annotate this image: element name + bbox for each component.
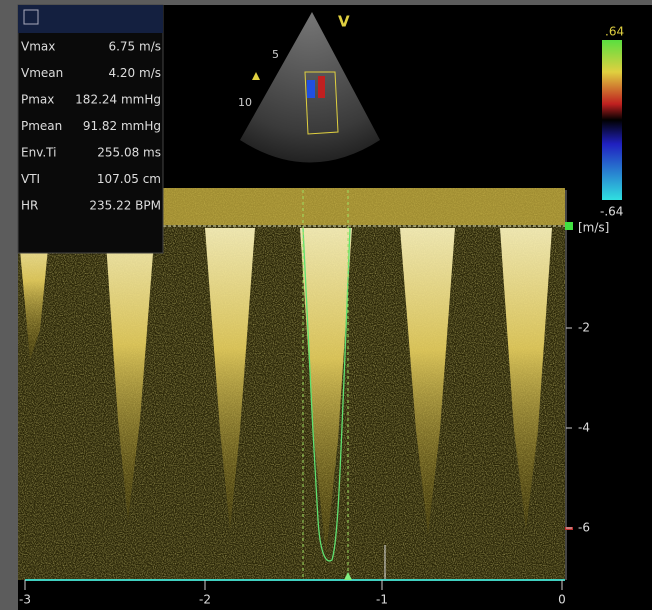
color-scale-min: -.64 — [600, 205, 623, 219]
measurement-value: 235.22 BPM — [89, 199, 161, 213]
measurement-value: 6.75 m/s — [108, 40, 161, 54]
velocity-tick-label: -6 — [578, 521, 590, 535]
time-tick-label: 0 — [558, 593, 566, 607]
velocity-tick-label: -2 — [578, 321, 590, 335]
measurement-label: Env.Ti — [21, 146, 56, 160]
page: V 5 10 .64 -.64 [m/s] Vmax 6.75 m/s Vmean 4… — [0, 0, 652, 610]
measurement-label: Vmax — [21, 40, 55, 54]
color-flow — [318, 76, 325, 98]
measurement-label: Vmean — [21, 66, 63, 80]
ultrasound-screen: V 5 10 .64 -.64 [m/s] Vmax 6.75 m/s Vmean 4… — [0, 0, 652, 610]
measurement-value: 91.82 mmHg — [83, 119, 161, 133]
top-border — [0, 0, 652, 5]
baseline-marker — [565, 222, 573, 230]
measurement-value: 255.08 ms — [97, 146, 161, 160]
panel-header — [18, 5, 163, 33]
measurement-label: Pmean — [21, 119, 62, 133]
color-bar — [602, 40, 622, 200]
measurement-label: Pmax — [21, 93, 54, 107]
depth-mark: 5 — [272, 48, 279, 61]
time-tick-label: -3 — [19, 593, 31, 607]
measurement-value: 182.24 mmHg — [75, 93, 161, 107]
velocity-tick-label: -4 — [578, 421, 590, 435]
measurement-label: VTI — [21, 172, 40, 186]
sector-mode: V — [338, 13, 350, 31]
measurement-value: 107.05 cm — [97, 172, 161, 186]
time-tick-label: -1 — [376, 593, 388, 607]
left-border — [0, 0, 18, 610]
measurement-value: 4.20 m/s — [108, 66, 161, 80]
color-scale-max: .64 — [605, 25, 624, 39]
color-flow — [307, 80, 315, 98]
depth-mark: 10 — [238, 96, 252, 109]
measurement-label: HR — [21, 199, 38, 213]
time-tick-label: -2 — [199, 593, 211, 607]
velocity-unit: [m/s] — [578, 221, 609, 235]
